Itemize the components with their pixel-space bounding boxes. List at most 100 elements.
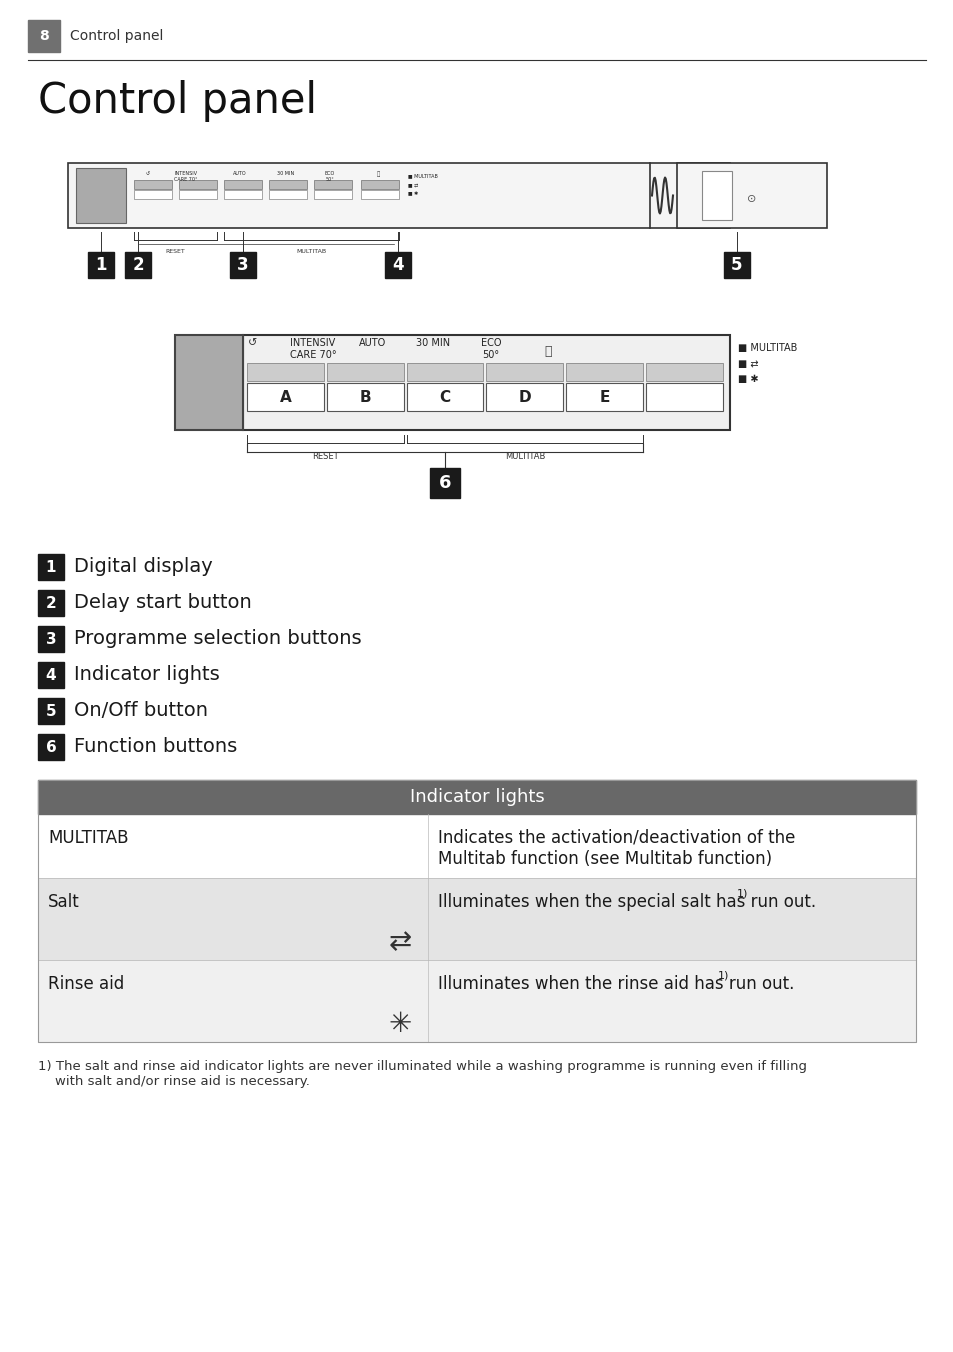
Bar	[38, 626, 64, 652]
Bar	[645, 362, 722, 381]
Bar	[38, 734, 64, 760]
Bar	[38, 662, 64, 688]
Text: Programme selection buttons: Programme selection buttons	[74, 630, 361, 649]
Text: 3: 3	[237, 256, 249, 274]
Bar	[224, 180, 262, 189]
Bar	[406, 362, 483, 381]
Text: 8: 8	[39, 28, 49, 43]
Bar	[224, 191, 262, 199]
Bar	[133, 191, 172, 199]
Text: Delay start button: Delay start button	[74, 594, 252, 612]
Text: C: C	[439, 389, 450, 404]
Bar	[360, 191, 398, 199]
Text: ✳: ✳	[388, 1010, 411, 1038]
Text: RESET: RESET	[166, 249, 185, 254]
Text: AUTO: AUTO	[359, 338, 386, 347]
Bar	[179, 180, 216, 189]
Text: 6: 6	[46, 740, 56, 754]
Text: ↺: ↺	[248, 338, 257, 347]
Text: On/Off button: On/Off button	[74, 702, 208, 721]
Bar	[38, 780, 915, 1042]
Text: INTENSIV
CARE 70°: INTENSIV CARE 70°	[174, 170, 197, 181]
Text: MULTITAB: MULTITAB	[504, 452, 544, 461]
Text: Indicator lights: Indicator lights	[74, 665, 219, 684]
Text: 30 MIN: 30 MIN	[277, 170, 294, 176]
Text: ■ ✱: ■ ✱	[738, 375, 758, 384]
Bar	[88, 251, 113, 279]
Text: Function buttons: Function buttons	[74, 737, 237, 757]
Text: Digital display: Digital display	[74, 557, 213, 576]
Bar	[269, 180, 307, 189]
Bar	[566, 362, 642, 381]
Bar	[701, 170, 731, 220]
Text: INTENSIV
CARE 70°: INTENSIV CARE 70°	[290, 338, 336, 360]
Bar	[327, 383, 403, 411]
Bar	[125, 251, 151, 279]
Bar	[269, 191, 307, 199]
Bar	[38, 877, 915, 960]
Text: 30 MIN: 30 MIN	[416, 338, 450, 347]
Text: 4: 4	[46, 668, 56, 683]
Text: ■ ✱: ■ ✱	[408, 191, 417, 196]
Bar	[247, 362, 323, 381]
Bar	[38, 780, 915, 814]
Bar	[314, 191, 352, 199]
Bar	[179, 191, 216, 199]
Text: E: E	[598, 389, 609, 404]
Text: ⇄: ⇄	[388, 927, 411, 956]
Text: Salt: Salt	[48, 894, 80, 911]
Bar	[486, 383, 562, 411]
Bar	[360, 180, 398, 189]
Text: A: A	[279, 389, 291, 404]
Bar	[174, 335, 243, 430]
Bar	[243, 335, 729, 430]
Text: 1): 1)	[737, 888, 747, 898]
Text: 5: 5	[46, 703, 56, 718]
Bar	[38, 589, 64, 617]
Bar	[677, 164, 826, 228]
Bar	[327, 362, 403, 381]
Text: MULTITAB: MULTITAB	[48, 829, 129, 846]
Text: RESET: RESET	[312, 452, 338, 461]
Bar	[38, 960, 915, 1042]
Bar	[38, 554, 64, 580]
Bar	[406, 383, 483, 411]
Text: Illuminates when the rinse aid has run out.: Illuminates when the rinse aid has run o…	[437, 975, 794, 992]
Text: AUTO: AUTO	[233, 170, 247, 176]
Text: B: B	[359, 389, 371, 404]
Text: 1: 1	[95, 256, 107, 274]
Text: 2: 2	[46, 595, 56, 611]
Text: ECO
50°: ECO 50°	[325, 170, 335, 181]
Text: 2: 2	[132, 256, 144, 274]
Text: ■ ⇄: ■ ⇄	[408, 183, 417, 188]
Text: 5: 5	[731, 256, 742, 274]
Text: ↺: ↺	[146, 170, 150, 176]
Bar	[486, 362, 562, 381]
Text: ■ MULTITAB: ■ MULTITAB	[738, 343, 797, 353]
Bar	[38, 814, 915, 877]
Text: 1: 1	[46, 560, 56, 575]
Text: ⏻: ⏻	[376, 170, 379, 177]
Bar	[68, 164, 729, 228]
Text: Indicator lights: Indicator lights	[409, 788, 544, 806]
Text: 6: 6	[438, 475, 451, 492]
Bar	[566, 383, 642, 411]
Bar	[430, 468, 459, 498]
Text: Indicates the activation/deactivation of the
Multitab function (see Multitab fun: Indicates the activation/deactivation of…	[437, 829, 795, 868]
Bar	[247, 383, 323, 411]
Text: 1): 1)	[717, 969, 728, 980]
Bar	[723, 251, 749, 279]
Bar	[230, 251, 255, 279]
Text: 1) The salt and rinse aid indicator lights are never illuminated while a washing: 1) The salt and rinse aid indicator ligh…	[38, 1060, 806, 1088]
Bar	[645, 383, 722, 411]
Text: MULTITAB: MULTITAB	[296, 249, 326, 254]
Bar	[133, 180, 172, 189]
Text: ■ ⇄: ■ ⇄	[738, 360, 758, 369]
Text: Control panel: Control panel	[38, 80, 316, 122]
Text: D: D	[518, 389, 531, 404]
Text: 3: 3	[46, 631, 56, 646]
Text: ⏻: ⏻	[543, 345, 551, 358]
Text: Rinse aid: Rinse aid	[48, 975, 124, 992]
Bar	[76, 168, 126, 223]
Bar	[28, 20, 60, 51]
